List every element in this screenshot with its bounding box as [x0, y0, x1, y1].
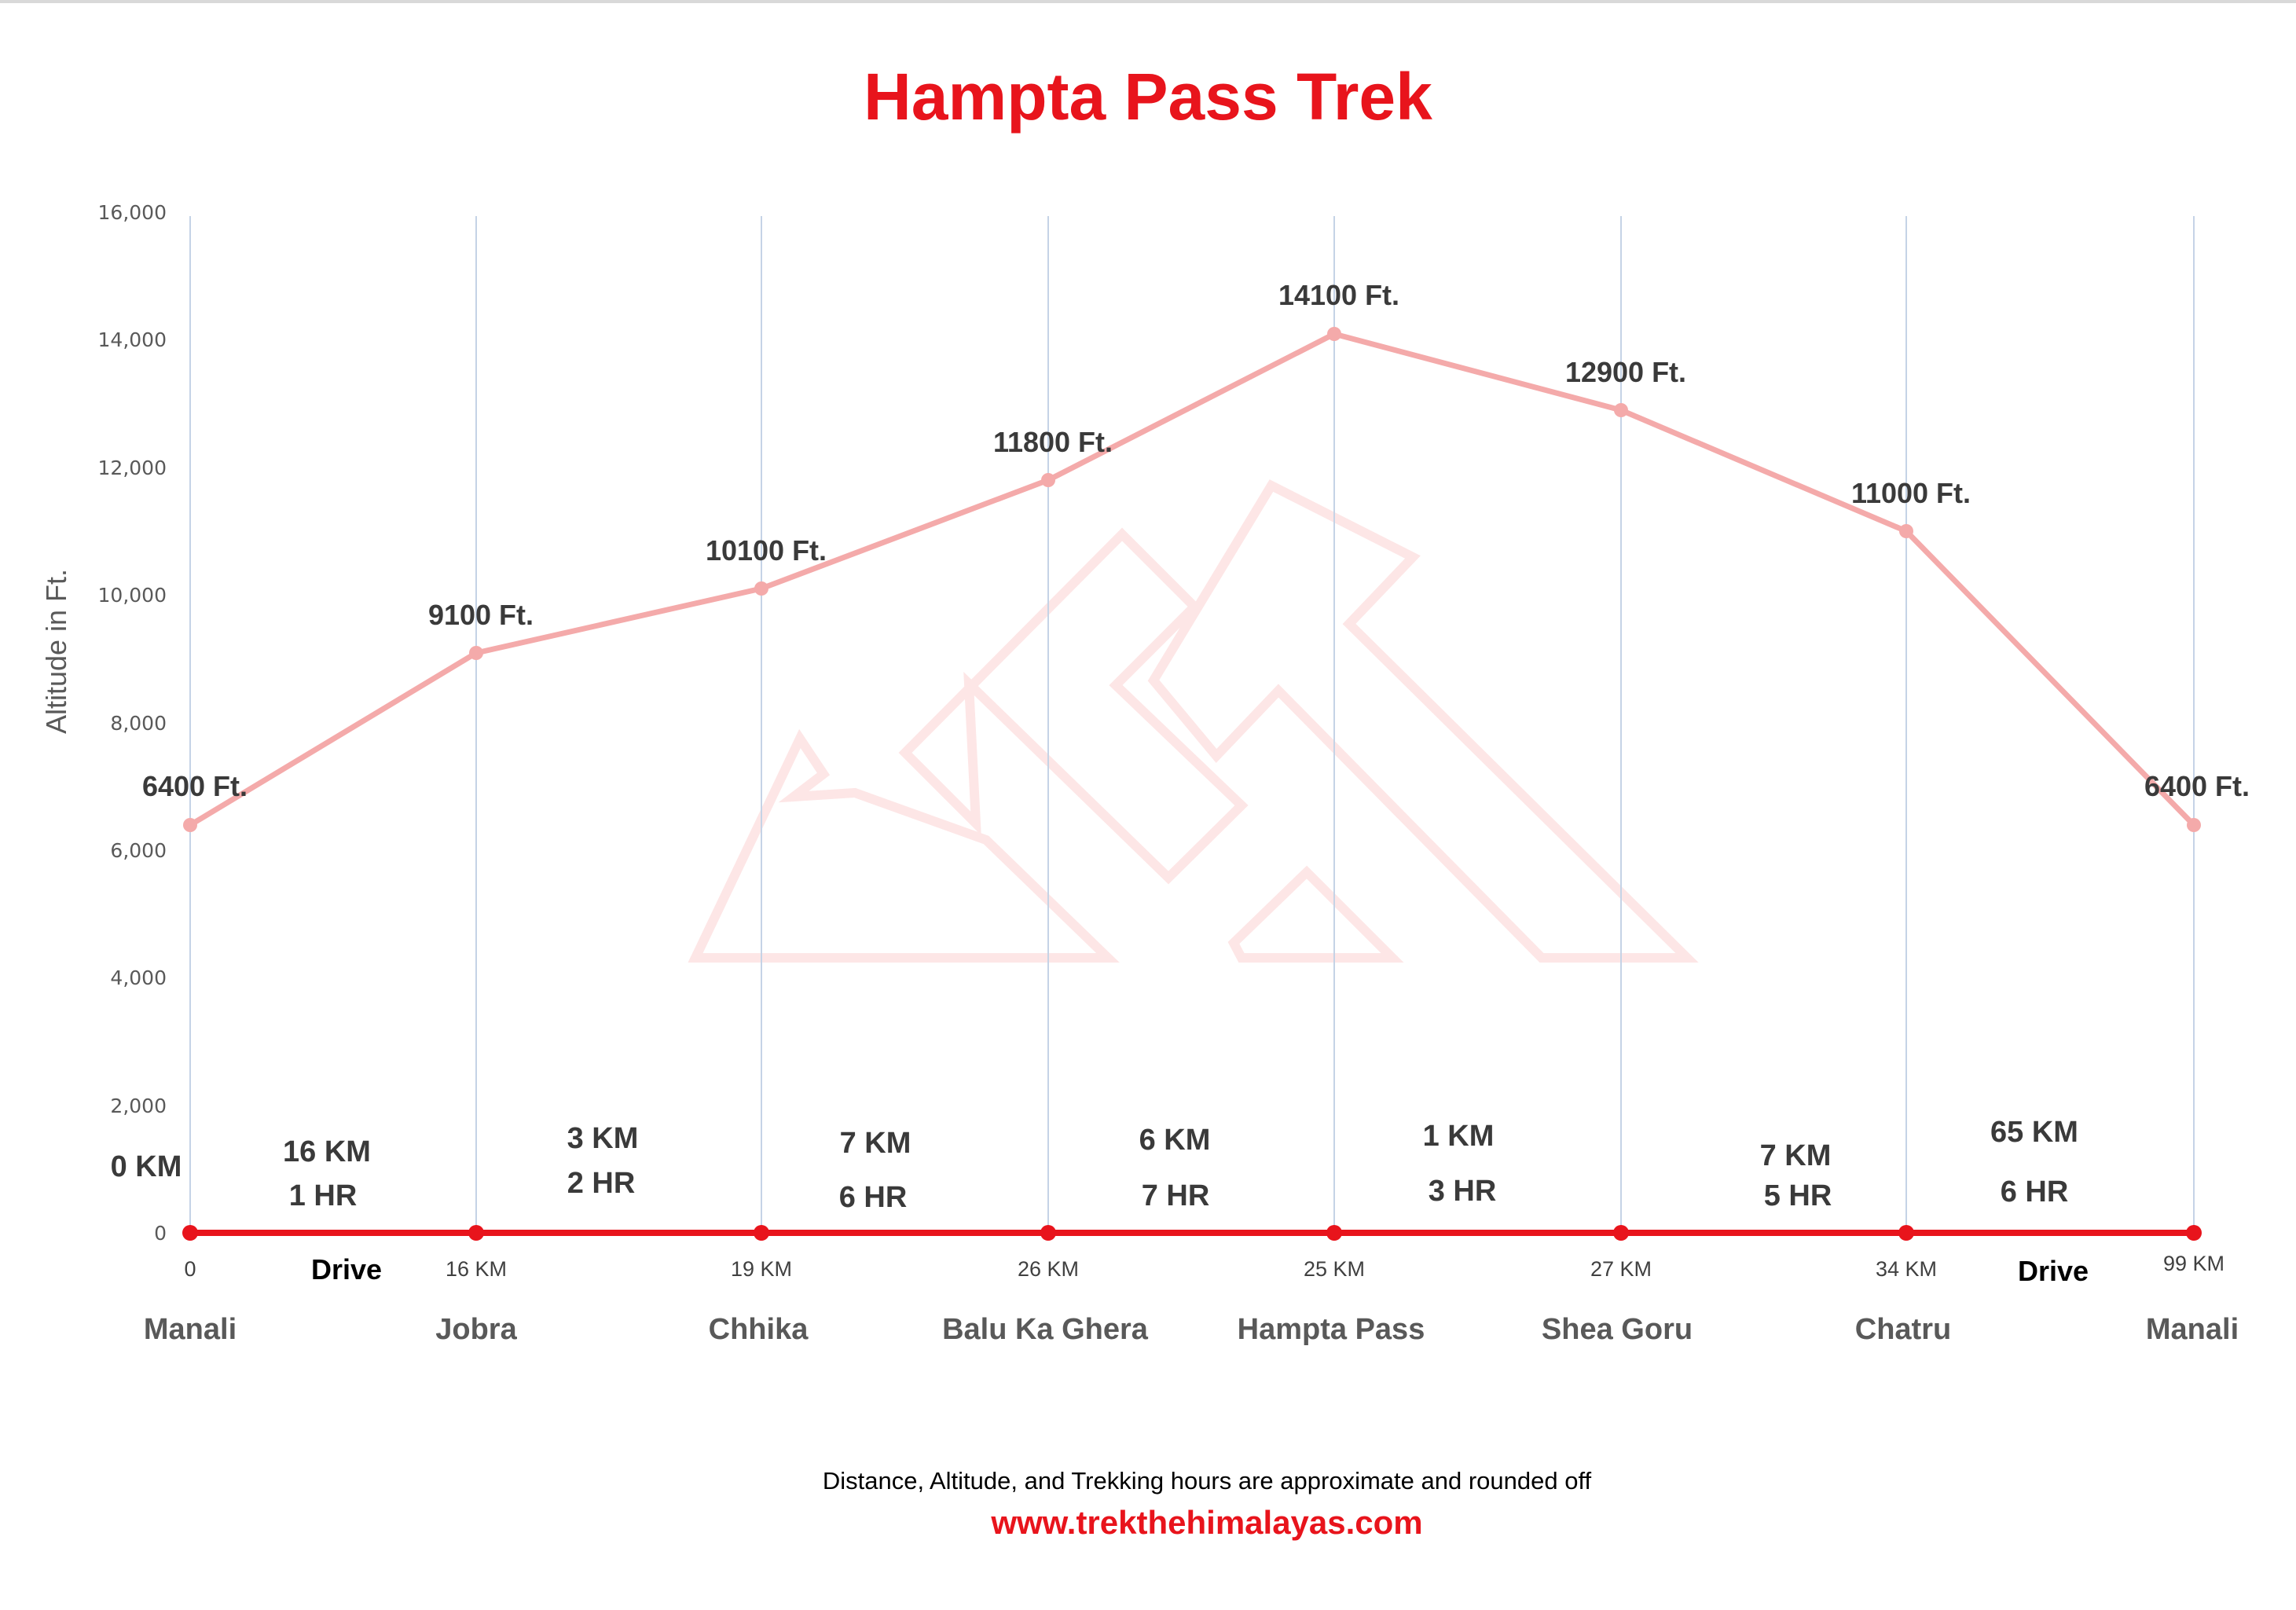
segment-time: 5 HR: [1764, 1179, 1832, 1212]
altitude-label: 9100 Ft.: [428, 599, 534, 631]
altitude-point: [1041, 473, 1055, 487]
top-border: [0, 0, 2296, 3]
segment-time: 1 HR: [289, 1179, 358, 1212]
stop-name: Hampta Pass: [1238, 1313, 1425, 1346]
segment-annotations: 16 KM 1 HR 3 KM 2 HR 7 KM 6 HR 6 KM 7 HR…: [283, 1116, 2078, 1214]
km-label: 26 KM: [1018, 1257, 1079, 1281]
altitude-point: [754, 581, 768, 596]
altitude-labels: 6400 Ft. 9100 Ft. 10100 Ft. 11800 Ft. 14…: [142, 279, 2250, 802]
distance-baseline: [182, 1225, 2202, 1241]
y-tick: 8,000: [110, 712, 167, 735]
segment-time: 6 HR: [2001, 1175, 2069, 1208]
stop-name: Jobra: [435, 1313, 517, 1346]
segment-time: 6 HR: [839, 1181, 908, 1214]
drive-label: Drive: [311, 1253, 382, 1285]
altitude-label: 14100 Ft.: [1278, 279, 1399, 311]
altitude-point: [1327, 327, 1341, 341]
km-label: 99 KM: [2163, 1252, 2224, 1275]
altitude-label: 11800 Ft.: [993, 426, 1113, 458]
km-label: 34 KM: [1876, 1257, 1937, 1281]
segment-time: 7 HR: [1142, 1179, 1210, 1212]
stop-marker: [468, 1225, 484, 1241]
stop-marker: [754, 1225, 769, 1241]
altitude-point: [2187, 818, 2201, 832]
segment-time: 3 HR: [1429, 1175, 1497, 1208]
segment-distance: 7 KM: [1760, 1139, 1832, 1172]
altitude-label: 6400 Ft.: [142, 770, 248, 802]
km-label: 25 KM: [1304, 1257, 1365, 1281]
altitude-label: 11000 Ft.: [1851, 477, 1971, 509]
stop-marker: [1040, 1225, 1056, 1241]
disclaimer-note: Distance, Altitude, and Trekking hours a…: [823, 1467, 1592, 1494]
y-tick: 14,000: [98, 328, 167, 351]
segment-distance: 16 KM: [283, 1135, 371, 1168]
start-distance-label: 0 KM: [111, 1150, 182, 1183]
y-axis-ticks: 0 2,000 4,000 6,000 8,000 10,000 12,000 …: [98, 201, 167, 1245]
segment-distance: 1 KM: [1423, 1120, 1495, 1153]
stop-name: Chhika: [709, 1313, 809, 1346]
stop-marker: [1326, 1225, 1342, 1241]
stop-name: Manali: [144, 1313, 237, 1346]
website-link[interactable]: www.trekthehimalayas.com: [990, 1504, 1422, 1541]
km-label: 27 KM: [1590, 1257, 1652, 1281]
y-tick: 6,000: [110, 839, 167, 862]
segment-distance: 6 KM: [1139, 1124, 1211, 1157]
stop-marker: [1613, 1225, 1629, 1241]
altitude-point: [469, 646, 483, 660]
altitude-point: [1899, 524, 1913, 538]
y-tick: 2,000: [110, 1095, 167, 1117]
altitude-point: [183, 818, 197, 832]
watermark-logo-icon: [688, 479, 1699, 963]
y-tick: 12,000: [98, 457, 167, 479]
stop-marker: [2186, 1225, 2202, 1241]
segment-distance: 65 KM: [1990, 1116, 2078, 1149]
y-axis-label: Altitude in Ft.: [40, 569, 72, 734]
altitude-label: 12900 Ft.: [1565, 356, 1686, 388]
y-tick: 10,000: [98, 584, 167, 607]
stop-name: Manali: [2146, 1313, 2239, 1346]
x-axis-stop-names: Manali Jobra Chhika Balu Ka Ghera Hampta…: [144, 1313, 2239, 1346]
y-tick: 16,000: [98, 201, 167, 224]
segment-distance: 7 KM: [840, 1127, 911, 1160]
segment-time: 2 HR: [567, 1167, 636, 1200]
altitude-label: 10100 Ft.: [706, 534, 827, 567]
x-axis-km-labels: 0 16 KM 19 KM 26 KM 25 KM 27 KM 34 KM 99…: [184, 1252, 2224, 1281]
segment-distance: 3 KM: [567, 1122, 639, 1155]
drive-label: Drive: [2018, 1255, 2089, 1287]
stop-name: Chatru: [1855, 1313, 1951, 1346]
chart-title: Hampta Pass Trek: [864, 60, 1432, 134]
stop-marker: [182, 1225, 198, 1241]
stop-marker: [1898, 1225, 1914, 1241]
km-label: 19 KM: [731, 1257, 792, 1281]
y-tick: 4,000: [110, 966, 167, 989]
altitude-label: 6400 Ft.: [2144, 770, 2250, 802]
km-label: 16 KM: [446, 1257, 507, 1281]
stop-name: Balu Ka Ghera: [942, 1313, 1149, 1346]
stop-name: Shea Goru: [1542, 1313, 1693, 1346]
gridlines: [189, 216, 2195, 1233]
km-label: 0: [184, 1257, 196, 1281]
y-tick: 0: [154, 1222, 167, 1245]
altitude-series: [183, 327, 2201, 832]
altitude-point: [1614, 403, 1628, 417]
